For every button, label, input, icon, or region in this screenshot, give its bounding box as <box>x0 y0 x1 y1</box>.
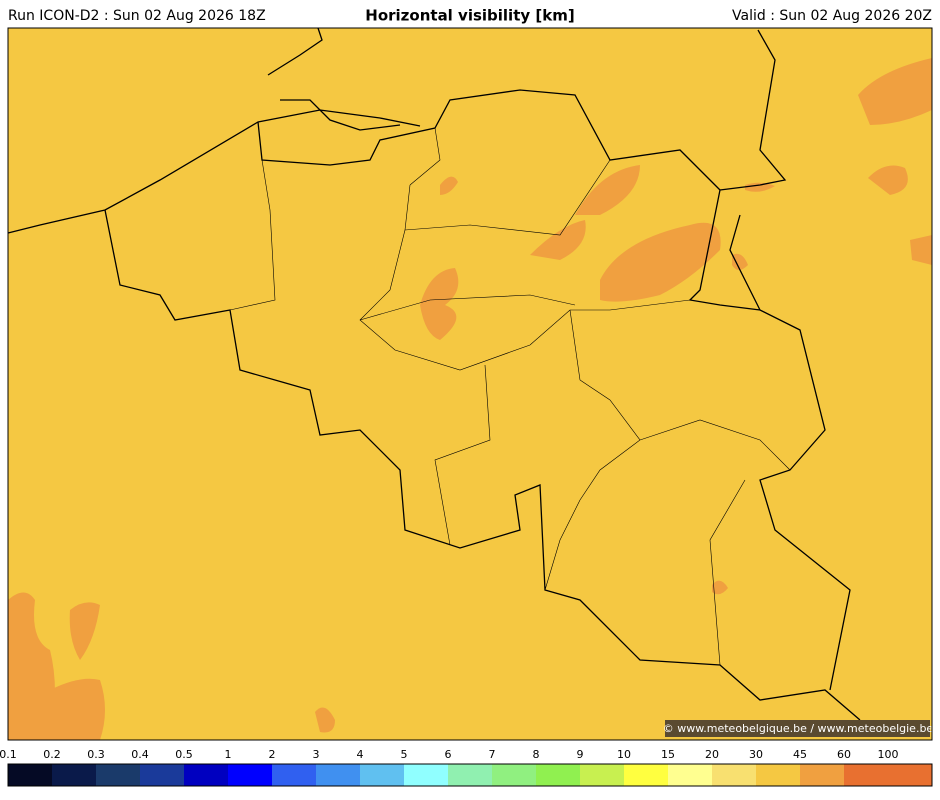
credit: © www.meteobelgique.be / www.meteobelgie… <box>663 722 934 735</box>
patch <box>868 165 908 195</box>
colorbar-box <box>184 764 228 786</box>
patch <box>315 707 335 733</box>
run-label: Run ICON-D2 : Sun 02 Aug 2026 18Z <box>8 8 266 24</box>
colorbar-label: 7 <box>489 748 496 761</box>
patch <box>8 592 55 740</box>
colorbar-box <box>668 764 712 786</box>
patch <box>712 580 728 595</box>
colorbar-box <box>492 764 536 786</box>
patch <box>50 678 105 740</box>
map-frame <box>7 27 933 741</box>
map: © www.meteobelgique.be / www.meteobelgie… <box>7 27 934 741</box>
patch <box>745 182 775 192</box>
patch <box>910 235 932 265</box>
colorbar-label: 8 <box>533 748 540 761</box>
colorbar-box <box>448 764 492 786</box>
colorbar-box <box>272 764 316 786</box>
colorbar-box <box>712 764 756 786</box>
patch <box>69 602 100 660</box>
map-background <box>8 28 932 740</box>
colorbar-box <box>404 764 448 786</box>
colorbar-box <box>228 764 272 786</box>
patch <box>575 165 640 215</box>
colorbar: 0.1 0.2 0.3 0.4 0.5 1 2 3 4 5 6 7 8 9 10 15 20 30 45 60 100 <box>0 748 933 787</box>
colorbar-label: 0.3 <box>87 748 105 761</box>
colorbar-label: 100 <box>878 748 899 761</box>
colorbar-label: 45 <box>793 748 807 761</box>
patch <box>420 268 459 340</box>
colorbar-box <box>800 764 844 786</box>
patch <box>440 176 458 195</box>
province-border <box>229 127 791 666</box>
colorbar-label: 0.1 <box>0 748 17 761</box>
patch <box>732 253 748 270</box>
colorbar-box <box>756 764 800 786</box>
colorbar-label: 0.2 <box>43 748 61 761</box>
colorbar-label: 9 <box>577 748 584 761</box>
visibility-patches <box>8 58 932 740</box>
estuary <box>267 27 401 131</box>
colorbar-label: 5 <box>401 748 408 761</box>
colorbar-label: 1 <box>225 748 232 761</box>
patch <box>858 58 932 125</box>
colorbar-label: 15 <box>661 748 675 761</box>
credit-box <box>665 720 930 737</box>
colorbar-box <box>844 764 888 786</box>
colorbar-label: 0.4 <box>131 748 149 761</box>
coastline <box>7 109 421 234</box>
colorbar-box <box>96 764 140 786</box>
colorbar-box <box>140 764 184 786</box>
colorbar-label: 30 <box>749 748 763 761</box>
map-title: Horizontal visibility [km] <box>365 7 574 25</box>
colorbar-label: 3 <box>313 748 320 761</box>
colorbar-label: 20 <box>705 748 719 761</box>
colorbar-box <box>52 764 96 786</box>
colorbar-label: 6 <box>445 748 452 761</box>
colorbar-box <box>580 764 624 786</box>
colorbar-label: 2 <box>269 748 276 761</box>
patch <box>600 222 721 302</box>
colorbar-box <box>316 764 360 786</box>
colorbar-box <box>536 764 580 786</box>
colorbar-box <box>360 764 404 786</box>
colorbar-box <box>888 764 932 786</box>
colorbar-label: 0.5 <box>175 748 193 761</box>
valid-label: Valid : Sun 02 Aug 2026 20Z <box>732 8 932 24</box>
country-border <box>104 29 861 721</box>
colorbar-label: 4 <box>357 748 364 761</box>
colorbar-label: 60 <box>837 748 851 761</box>
colorbar-box <box>624 764 668 786</box>
colorbar-frame <box>7 763 933 787</box>
colorbar-label: 10 <box>617 748 631 761</box>
patch <box>530 220 586 260</box>
colorbar-box <box>8 764 52 786</box>
